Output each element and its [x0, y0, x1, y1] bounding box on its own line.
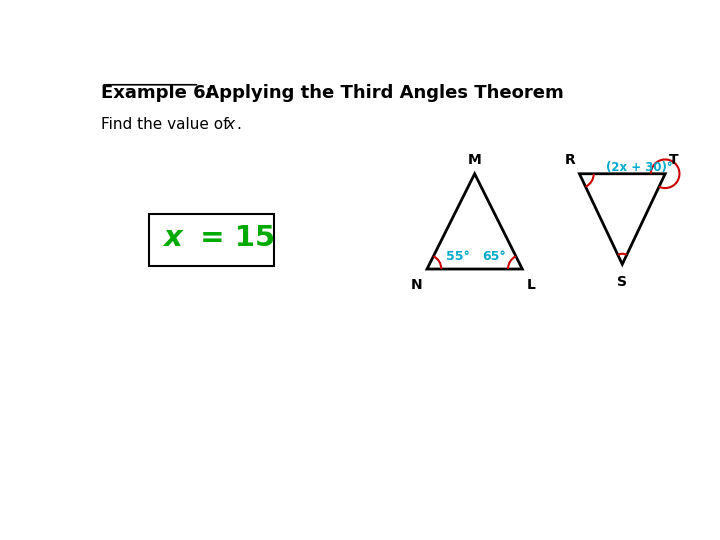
Text: Find the value of: Find the value of [101, 117, 233, 132]
Text: S: S [617, 275, 627, 289]
Text: R: R [565, 153, 575, 167]
Text: M: M [468, 153, 482, 167]
Text: T: T [669, 153, 679, 167]
Text: Example 6:: Example 6: [101, 84, 213, 102]
Text: N: N [410, 278, 422, 292]
Text: (2x + 30)°: (2x + 30)° [606, 161, 672, 174]
Text: x: x [225, 117, 234, 132]
Text: Applying the Third Angles Theorem: Applying the Third Angles Theorem [199, 84, 564, 102]
Text: 55°: 55° [446, 249, 470, 262]
Text: = 15: = 15 [190, 225, 276, 252]
Text: .: . [236, 117, 241, 132]
Text: x: x [163, 225, 182, 252]
Text: 65°: 65° [482, 249, 506, 262]
FancyBboxPatch shape [148, 214, 274, 266]
Text: L: L [527, 278, 536, 292]
